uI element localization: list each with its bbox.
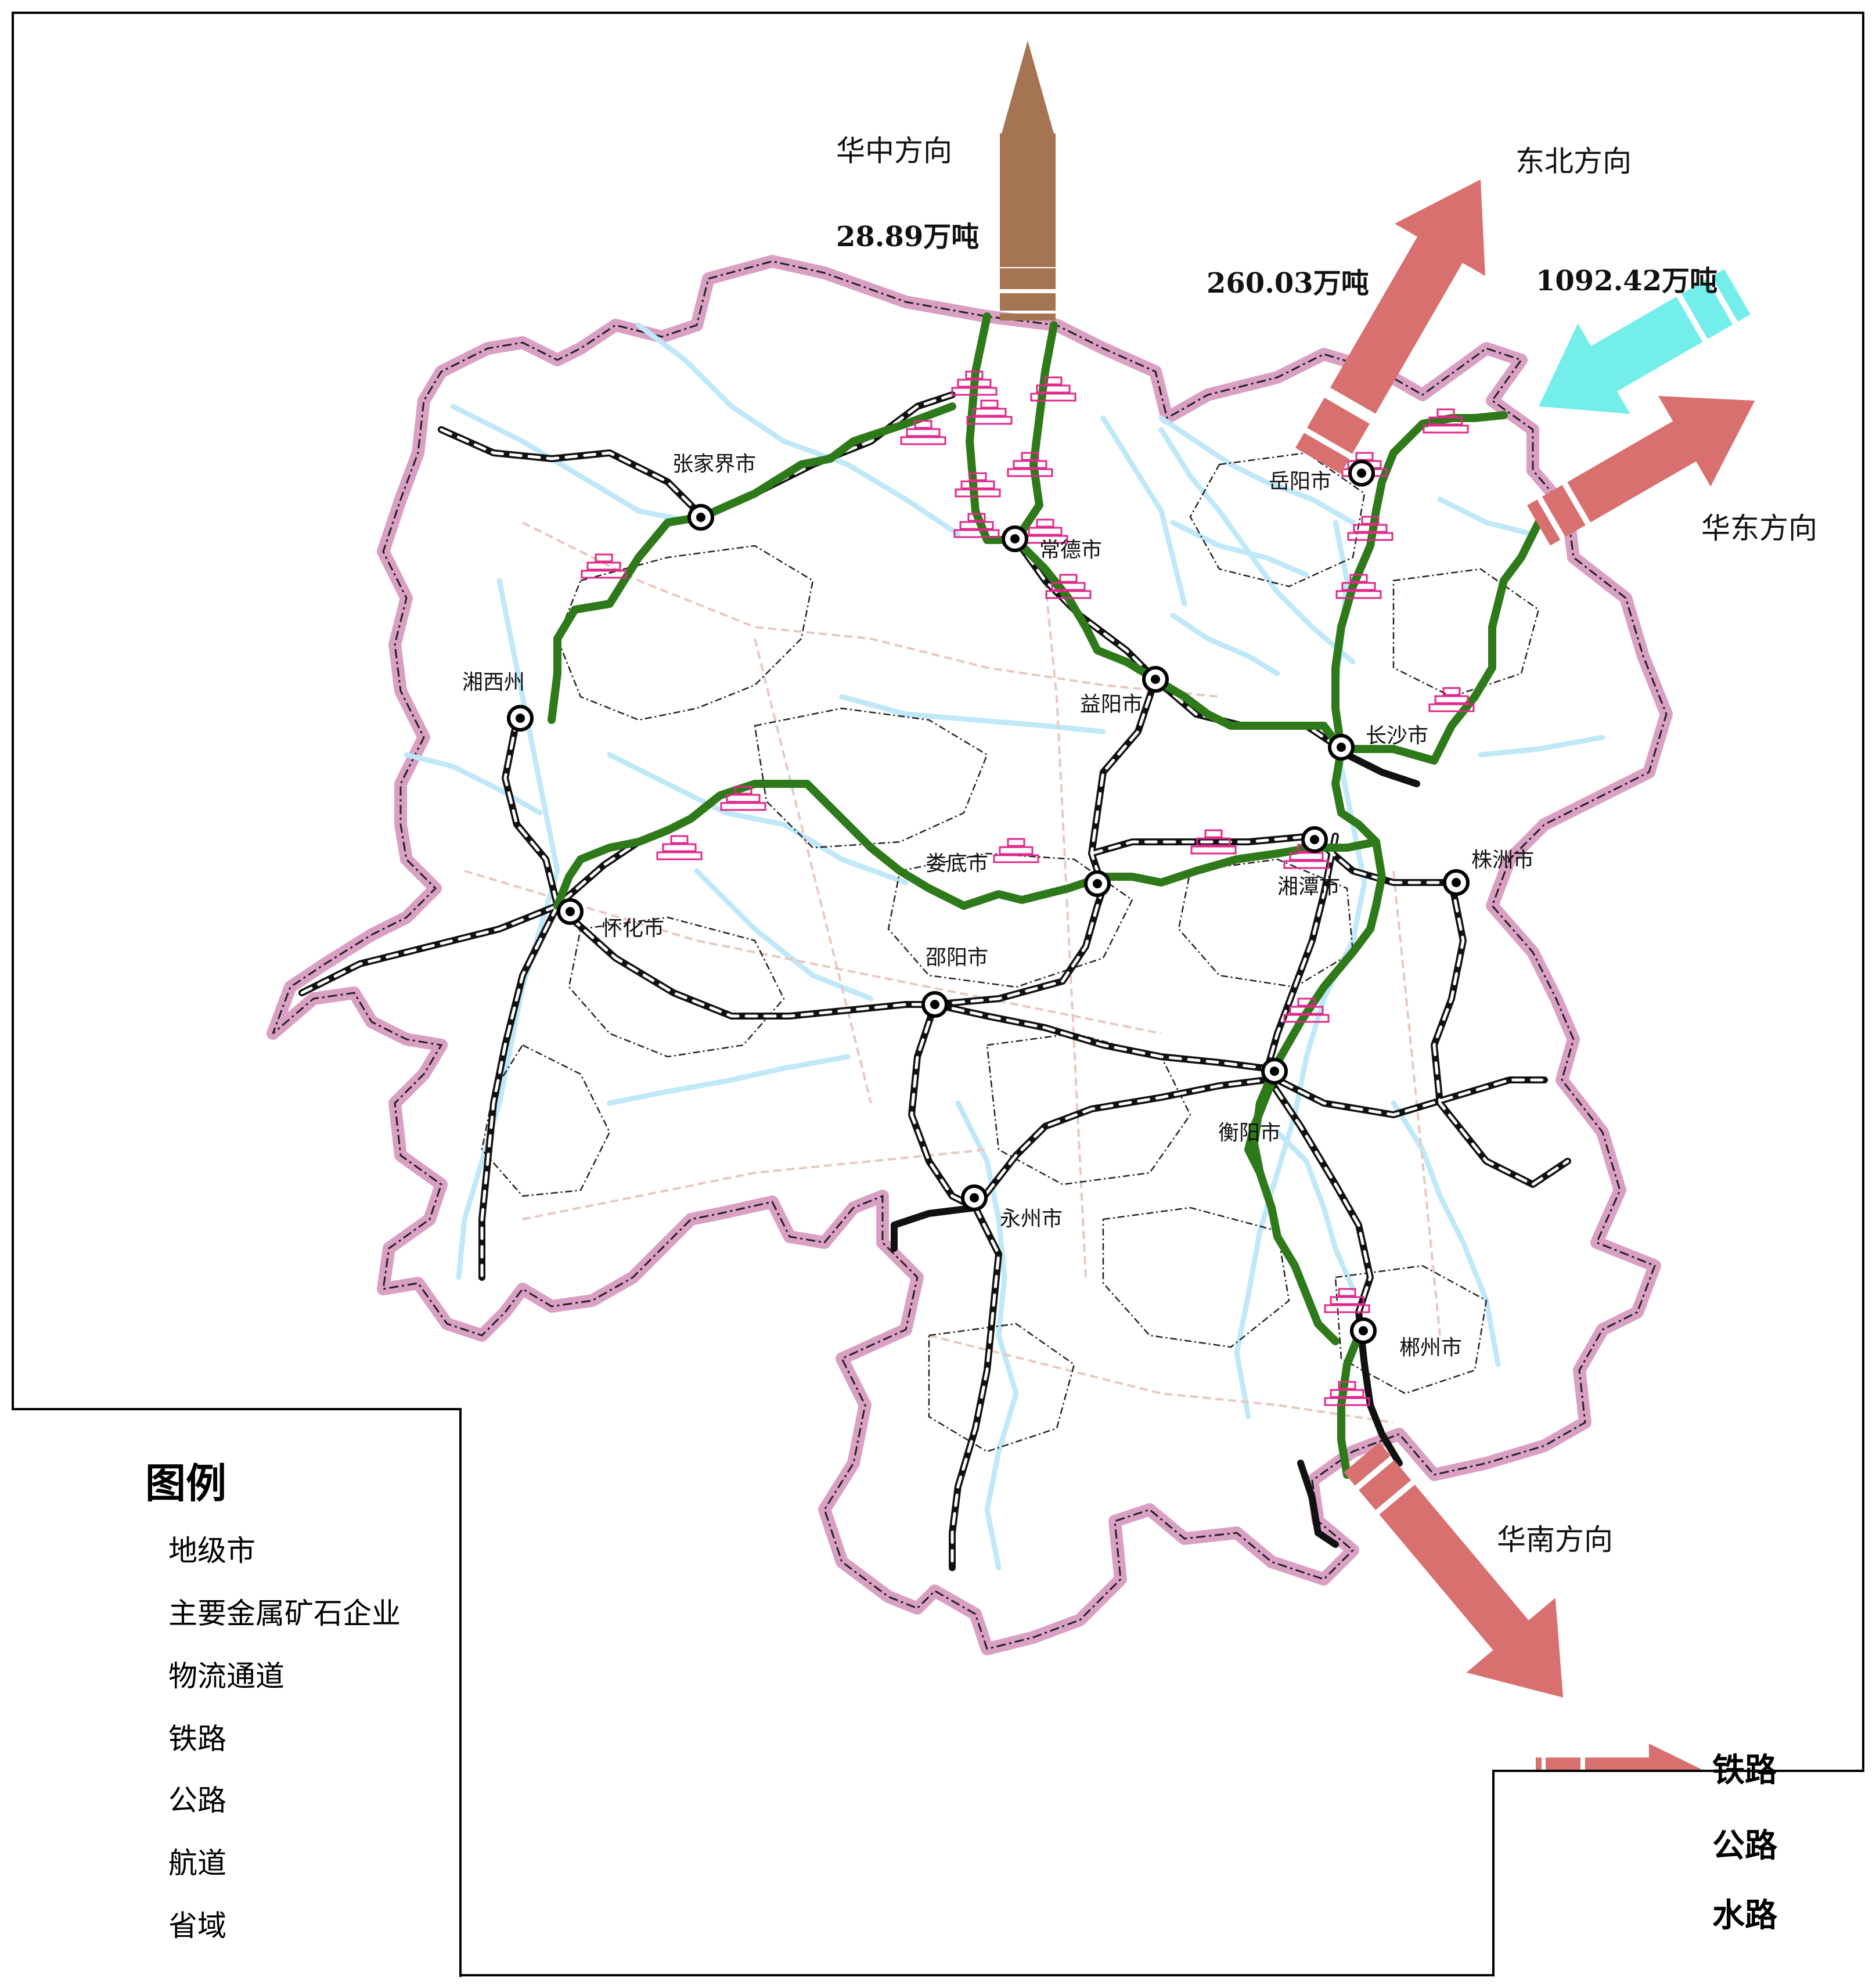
city-label: 岳阳市 bbox=[1269, 470, 1332, 494]
city-dot-icon bbox=[1142, 666, 1169, 693]
city-label: 湘潭市 bbox=[1277, 875, 1341, 899]
legend-item: 航道 bbox=[35, 1833, 453, 1885]
legend-label: 公路 bbox=[168, 1784, 226, 1817]
mine-icon bbox=[1324, 1381, 1370, 1406]
city-dot-icon bbox=[1348, 460, 1375, 487]
mine-icon bbox=[1428, 687, 1475, 712]
city-dot-icon bbox=[1328, 734, 1355, 761]
mine-icon bbox=[1030, 376, 1076, 402]
legend-item: 地级市 bbox=[35, 1521, 453, 1573]
mine-icon bbox=[1007, 452, 1053, 477]
city-label: 常德市 bbox=[1039, 538, 1103, 562]
mine-icon bbox=[1190, 829, 1237, 855]
city-label: 株洲市 bbox=[1471, 848, 1535, 872]
mine-icon bbox=[581, 553, 627, 579]
city-dot-icon bbox=[1002, 525, 1028, 552]
transport-legend-item: 水路 bbox=[1529, 1897, 1855, 1975]
mine-icon bbox=[656, 835, 703, 860]
volume-label-central: 28.89万吨 bbox=[836, 221, 980, 253]
mine-icon bbox=[1283, 997, 1330, 1023]
northeast-rail-arrow bbox=[1295, 179, 1485, 474]
highways bbox=[464, 521, 1441, 1424]
city-dot-icon bbox=[557, 898, 584, 925]
legend-label: 省域 bbox=[168, 1909, 226, 1943]
legend-title: 图例 bbox=[145, 1460, 226, 1507]
city-label: 怀化市 bbox=[602, 917, 665, 941]
legend-label: 地级市 bbox=[168, 1534, 255, 1568]
city-dots bbox=[507, 460, 1470, 1344]
mine-icon bbox=[720, 786, 766, 811]
city-label: 娄底市 bbox=[926, 852, 989, 876]
city-label: 永州市 bbox=[1000, 1207, 1063, 1231]
volume-label-northeast: 260.03万吨 bbox=[1207, 267, 1369, 300]
map-legend: 图例 地级市 主要金属矿石企业 物流通道 铁路 公路 航道 省域 bbox=[12, 1408, 462, 1977]
waterways bbox=[404, 322, 1605, 1571]
mine-icon bbox=[951, 370, 998, 396]
transport-legend-label: 铁路 bbox=[1712, 1752, 1777, 1789]
mine-icon bbox=[1045, 574, 1092, 599]
legend-item: 物流通道 bbox=[35, 1646, 453, 1698]
legend-item: 铁路 bbox=[35, 1709, 453, 1761]
city-label: 张家界市 bbox=[672, 452, 757, 476]
transport-legend-item: 公路 bbox=[1529, 1827, 1855, 1906]
county-boundaries bbox=[481, 452, 1540, 1453]
logistics-channels bbox=[548, 312, 1543, 1479]
city-label: 邵阳市 bbox=[926, 946, 989, 970]
legend-label: 主要金属矿石企业 bbox=[168, 1597, 401, 1630]
transport-legend-label: 水路 bbox=[1712, 1897, 1777, 1935]
transport-legend: 铁路 公路 水路 bbox=[1492, 1752, 1864, 1976]
map-frame bbox=[12, 12, 1864, 1976]
city-dot-icon bbox=[1261, 1058, 1288, 1085]
east-water-arrow bbox=[1539, 269, 1751, 414]
railways bbox=[298, 391, 1571, 1571]
mine-icon bbox=[953, 513, 1000, 538]
central-road-arrow bbox=[1000, 41, 1056, 320]
mine-icon bbox=[1423, 408, 1469, 434]
city-label: 衡阳市 bbox=[1218, 1121, 1281, 1145]
city-label: 长沙市 bbox=[1366, 724, 1429, 748]
city-dot-icon bbox=[1443, 869, 1470, 896]
legend-item: 公路 bbox=[35, 1770, 453, 1823]
volume-label-east: 1092.42万吨 bbox=[1536, 265, 1718, 297]
mine-icon bbox=[1324, 1288, 1370, 1313]
east-rail-arrow bbox=[1527, 396, 1755, 546]
transport-legend-label: 公路 bbox=[1712, 1827, 1777, 1865]
city-label: 湘西州 bbox=[462, 671, 525, 694]
city-dot-icon bbox=[507, 705, 534, 732]
legend-label: 铁路 bbox=[168, 1722, 226, 1756]
transport-legend-item: 铁路 bbox=[1529, 1752, 1855, 1830]
city-label: 郴州市 bbox=[1399, 1336, 1463, 1360]
city-dot-icon bbox=[1350, 1317, 1377, 1344]
mine-icon bbox=[900, 420, 946, 445]
city-dot-icon bbox=[1301, 826, 1328, 853]
city-dot-icon bbox=[1084, 870, 1111, 897]
city-dot-icon bbox=[961, 1184, 988, 1211]
legend-item: 主要金属矿石企业 bbox=[35, 1583, 453, 1636]
mine-icon bbox=[955, 472, 1001, 498]
south-rail-arrow bbox=[1344, 1442, 1564, 1698]
mine-icon bbox=[966, 399, 1013, 425]
city-dot-icon bbox=[921, 991, 948, 1018]
legend-item: 省域 bbox=[35, 1896, 453, 1948]
legend-label: 航道 bbox=[168, 1846, 226, 1880]
mine-icon bbox=[993, 838, 1039, 863]
direction-label-south: 华南方向 bbox=[1497, 1523, 1613, 1557]
mine-icon bbox=[1335, 574, 1382, 599]
city-dot-icon bbox=[687, 504, 714, 531]
direction-label-east: 华东方向 bbox=[1701, 512, 1817, 545]
mine-icon bbox=[1347, 516, 1394, 541]
direction-label-northeast: 东北方向 bbox=[1515, 145, 1632, 178]
direction-label-central: 华中方向 bbox=[836, 134, 952, 168]
city-label: 益阳市 bbox=[1080, 693, 1143, 716]
legend-label: 物流通道 bbox=[168, 1659, 285, 1693]
